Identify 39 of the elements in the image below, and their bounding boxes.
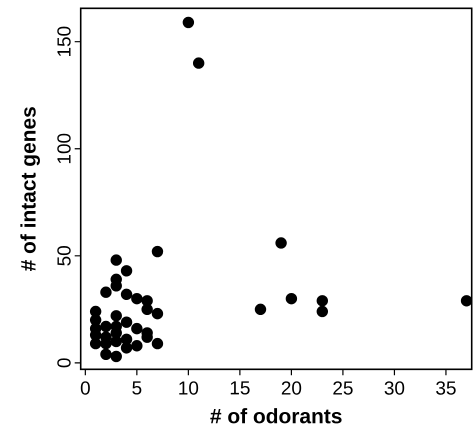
x-tick-label: 10 [179,381,198,395]
point [100,348,112,360]
point [100,286,112,298]
y-tick-label: 100 [57,134,71,164]
point [152,308,164,320]
point [100,320,112,332]
point [182,16,194,28]
point [316,295,328,306]
y-tick-label: 50 [57,246,71,266]
point [131,322,143,334]
x-tick-label: 15 [230,381,250,395]
x-tick-label: 35 [436,381,456,395]
x-tick-label: 5 [132,381,142,395]
point [286,292,298,304]
x-tick-label: 25 [333,381,353,395]
point [316,306,328,318]
point [192,57,204,69]
point [275,237,287,249]
point [110,254,122,266]
point [141,304,153,316]
point [120,265,132,277]
point [460,295,472,306]
point [110,350,122,362]
point [152,338,164,350]
point [254,304,266,316]
point [152,246,164,258]
y-tick-label: 0 [57,358,71,368]
point [120,334,132,346]
point [131,340,143,352]
x-tick-label: 0 [80,381,90,395]
point [131,292,143,304]
point [110,310,122,322]
point [120,288,132,300]
x-tick-label: 20 [282,381,302,395]
y-axis-title: # of intact genes [20,107,40,271]
point [120,316,132,328]
x-tick-label: 30 [384,381,404,395]
x-axis-title: # of odorants [210,408,342,424]
y-tick-label: 150 [57,26,71,56]
